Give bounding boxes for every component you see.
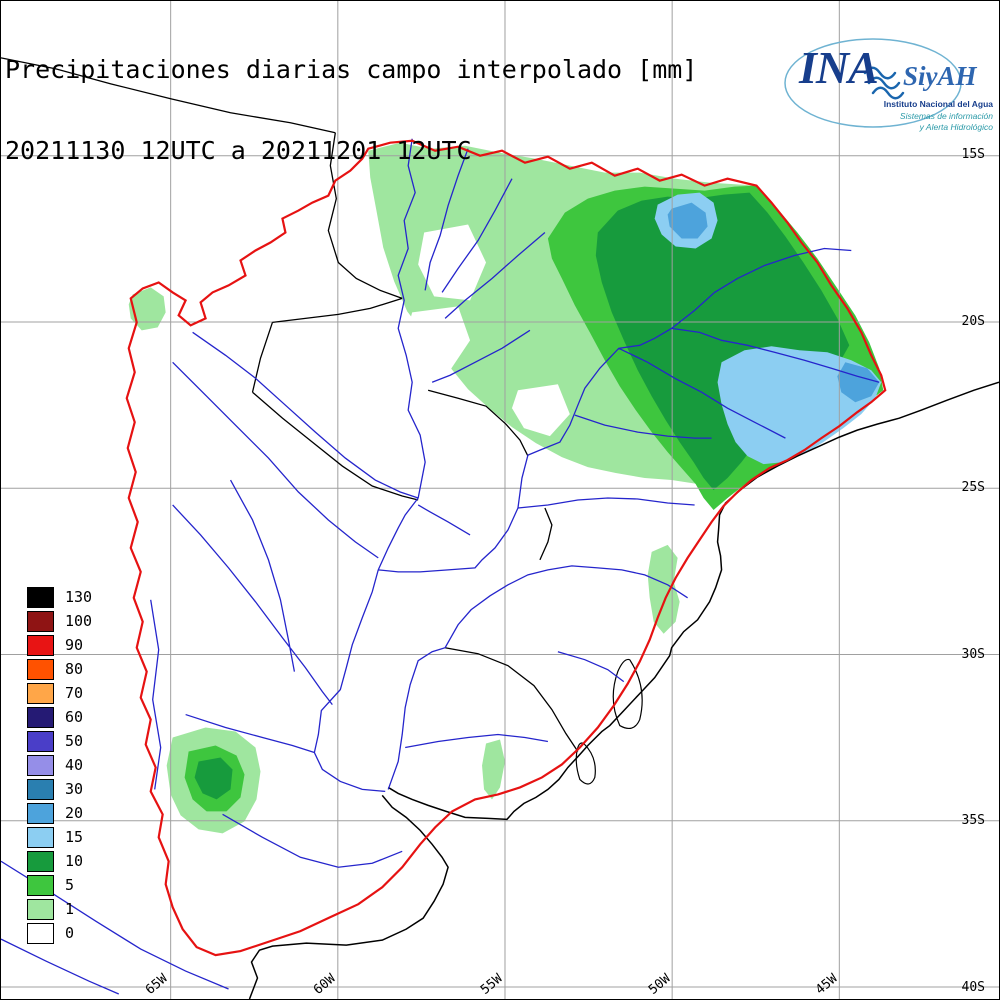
legend-swatch [27,851,54,872]
lat-tick-label: 15S [961,147,985,162]
logo-ina-text: INA [799,42,879,93]
legend-row: 0 [27,923,92,944]
legend-row: 30 [27,779,92,800]
logo-ellipse [784,38,962,128]
rivers-path [1,138,880,995]
logo-tagline-1: Sistemas de información [899,111,993,121]
lat-tick-label: 25S [961,480,985,496]
legend-value-label: 90 [65,636,84,654]
precip-blue20-east-core [837,362,880,403]
precip-light-green-south-streak [482,739,505,800]
logo-waves-icon [863,66,905,100]
lat-tick-label: 30S [961,646,985,662]
title-line-1: Precipitaciones diarias campo interpolad… [5,55,698,84]
legend-value-label: 50 [65,732,84,750]
precip-dark-green-ne [595,192,850,491]
map-title: Precipitaciones diarias campo interpolad… [5,2,697,218]
legend-swatch [27,587,54,608]
legend-row: 20 [27,803,92,824]
legend-value-label: 0 [65,924,75,942]
ina-logo: INA SiyAH Instituto Nacional del Agua Si… [781,35,997,141]
legend-row: 1 [27,899,92,920]
legend-swatch [27,923,54,944]
legend-value-label: 5 [65,876,75,894]
legend-row: 5 [27,875,92,896]
legend-value-label: 10 [65,852,84,870]
legend-swatch [27,683,54,704]
legend-row: 50 [27,731,92,752]
precip-blue20-north-core [667,202,708,239]
title-line-2: 20211130 12UTC a 20211201 12UTC [5,136,472,165]
precip-dark-green-southwest [194,757,233,800]
lat-tick-label: 40S [961,980,985,995]
legend-value-label: 40 [65,756,84,774]
legend-value-label: 100 [65,612,93,630]
legend-swatch [27,803,54,824]
coastline [248,381,999,999]
country-borders-path [1,57,579,752]
rivers [1,138,880,995]
legend-value-label: 20 [65,804,84,822]
legend-swatch [27,731,54,752]
lat-tick-label: 20S [961,313,985,329]
precip-patches [128,142,884,834]
legend-swatch [27,755,54,776]
legend-swatch [27,899,54,920]
logo-graphics [784,38,962,128]
logo-org-name: Instituto Nacional del Agua [883,99,993,109]
lat-tick-label: 35S [961,813,985,829]
legend-value-label: 60 [65,708,84,726]
legend-value-label: 30 [65,780,84,798]
precip-blue15-east [717,346,882,465]
legend-row: 100 [27,611,92,632]
legend-row: 90 [27,635,92,656]
legend: 130 100 90 80 70 60 50 40 30 20 15 10 5 1 0 [27,587,92,944]
legend-row: 80 [27,659,92,680]
precip-hole-white-3 [511,384,570,437]
legend-swatch [27,707,54,728]
legend-value-label: 80 [65,660,84,678]
legend-row: 15 [27,827,92,848]
legend-value-label: 15 [65,828,84,846]
legend-value-label: 130 [65,588,93,606]
country-borders [1,57,579,752]
logo-tagline-2: y Alerta Hidrológico [919,122,993,132]
coastline-path [248,381,999,999]
legend-swatch [27,659,54,680]
basin-boundary-path [125,139,887,957]
precip-hole-white-1 [418,224,487,301]
legend-swatch [27,611,54,632]
lagoon-outlines [575,658,643,785]
legend-swatch [27,827,54,848]
precip-light-green-west [128,287,166,331]
logo-siyah-text: SiyAH [903,61,977,91]
basin-boundary [125,139,887,957]
legend-row: 10 [27,851,92,872]
legend-value-label: 70 [65,684,84,702]
legend-swatch [27,779,54,800]
legend-row: 70 [27,683,92,704]
legend-row: 40 [27,755,92,776]
legend-swatch [27,635,54,656]
legend-swatch [27,875,54,896]
legend-row: 130 [27,587,92,608]
legend-row: 60 [27,707,92,728]
legend-value-label: 1 [65,900,75,918]
